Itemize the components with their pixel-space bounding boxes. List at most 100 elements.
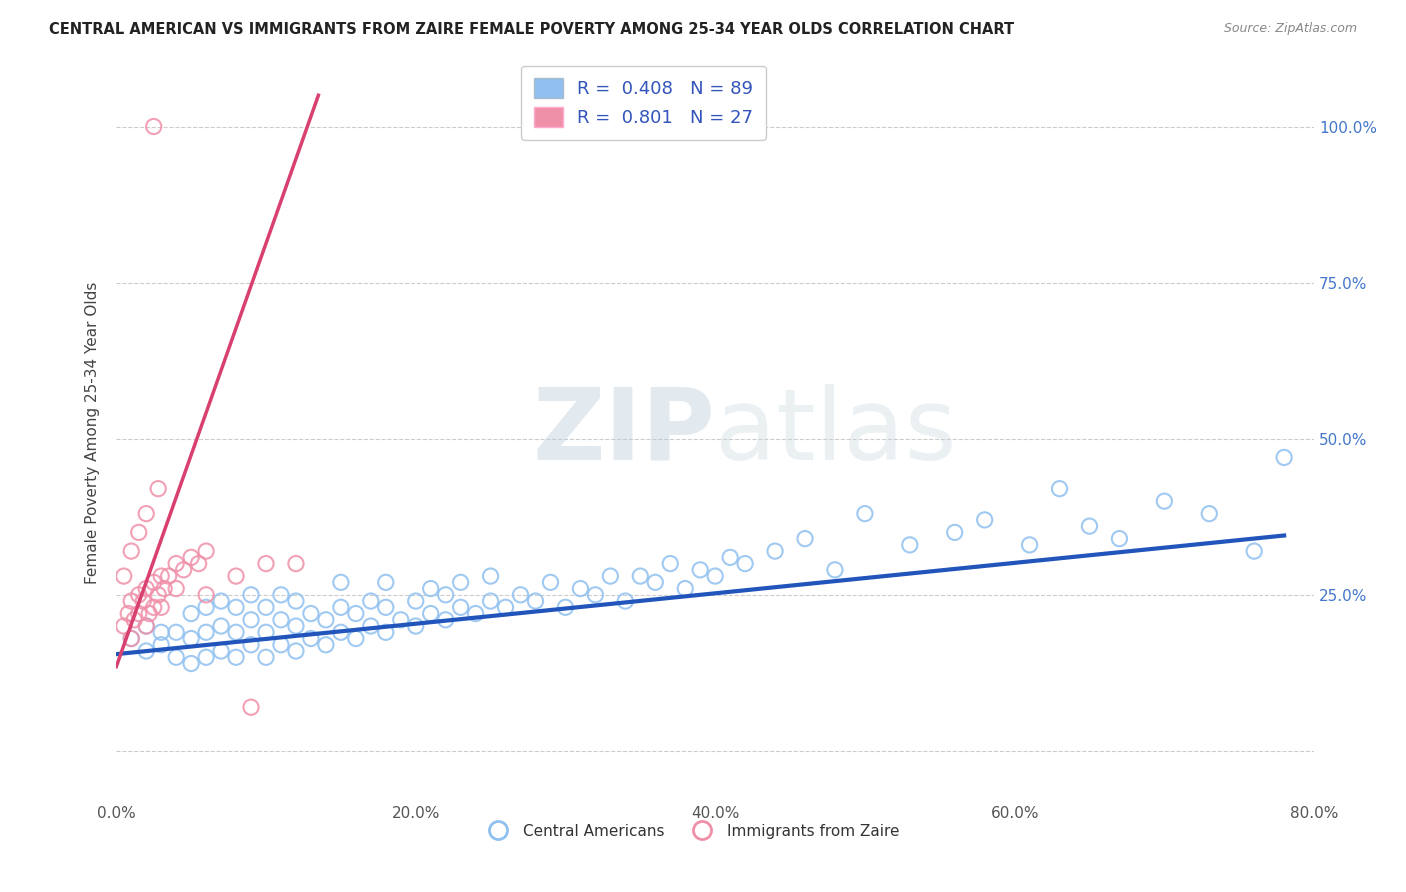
Point [120, 632, 142, 646]
Point [173, 563, 195, 577]
Text: ZIP: ZIP [533, 384, 716, 481]
Point [284, 594, 307, 608]
Legend: Central Americans, Immigrants from Zaire: Central Americans, Immigrants from Zaire [477, 818, 905, 845]
Point [240, 613, 263, 627]
Point [1272, 450, 1295, 465]
Point [150, 569, 173, 583]
Point [718, 550, 741, 565]
Point [704, 569, 727, 583]
Point [135, 582, 157, 596]
Point [1243, 544, 1265, 558]
Point [157, 569, 180, 583]
Point [225, 650, 247, 665]
Point [628, 569, 651, 583]
Point [120, 544, 142, 558]
Point [135, 619, 157, 633]
Point [148, 482, 170, 496]
Point [284, 644, 307, 658]
Point [824, 563, 846, 577]
Point [135, 507, 157, 521]
Point [120, 594, 142, 608]
Point [299, 607, 322, 621]
Point [1153, 494, 1175, 508]
Point [254, 600, 277, 615]
Point [180, 632, 202, 646]
Point [165, 650, 187, 665]
Point [315, 638, 337, 652]
Point [270, 588, 292, 602]
Point [329, 600, 352, 615]
Point [419, 582, 441, 596]
Point [479, 569, 502, 583]
Point [209, 644, 232, 658]
Point [142, 120, 165, 134]
Point [1049, 482, 1071, 496]
Point [254, 650, 277, 665]
Point [374, 625, 396, 640]
Point [284, 557, 307, 571]
Point [254, 625, 277, 640]
Point [284, 619, 307, 633]
Point [195, 600, 218, 615]
Point [180, 607, 202, 621]
Text: atlas: atlas [716, 384, 957, 481]
Point [344, 607, 367, 621]
Point [128, 525, 150, 540]
Point [434, 613, 457, 627]
Point [209, 619, 232, 633]
Point [240, 638, 263, 652]
Point [689, 563, 711, 577]
Point [209, 594, 232, 608]
Point [898, 538, 921, 552]
Point [112, 619, 135, 633]
Point [1018, 538, 1040, 552]
Point [464, 607, 486, 621]
Point [150, 600, 173, 615]
Point [495, 600, 517, 615]
Point [120, 632, 142, 646]
Point [225, 569, 247, 583]
Point [132, 594, 155, 608]
Point [195, 588, 218, 602]
Point [150, 638, 173, 652]
Point [254, 557, 277, 571]
Point [450, 600, 472, 615]
Point [614, 594, 637, 608]
Point [405, 619, 427, 633]
Point [329, 575, 352, 590]
Point [270, 638, 292, 652]
Point [853, 507, 876, 521]
Point [122, 613, 145, 627]
Point [569, 582, 592, 596]
Point [360, 619, 382, 633]
Point [180, 657, 202, 671]
Point [128, 607, 150, 621]
Point [315, 613, 337, 627]
Point [419, 607, 441, 621]
Text: Source: ZipAtlas.com: Source: ZipAtlas.com [1223, 22, 1357, 36]
Point [165, 557, 187, 571]
Point [344, 632, 367, 646]
Point [1198, 507, 1220, 521]
Point [270, 613, 292, 627]
Point [117, 607, 139, 621]
Point [180, 550, 202, 565]
Text: CENTRAL AMERICAN VS IMMIGRANTS FROM ZAIRE FEMALE POVERTY AMONG 25-34 YEAR OLDS C: CENTRAL AMERICAN VS IMMIGRANTS FROM ZAIR… [49, 22, 1014, 37]
Point [225, 600, 247, 615]
Point [1078, 519, 1101, 533]
Point [1108, 532, 1130, 546]
Point [195, 650, 218, 665]
Point [299, 632, 322, 646]
Point [389, 613, 412, 627]
Point [524, 594, 547, 608]
Point [673, 582, 696, 596]
Point [374, 600, 396, 615]
Point [240, 700, 263, 714]
Point [943, 525, 966, 540]
Point [187, 557, 209, 571]
Y-axis label: Female Poverty Among 25-34 Year Olds: Female Poverty Among 25-34 Year Olds [86, 281, 100, 583]
Point [540, 575, 562, 590]
Point [659, 557, 682, 571]
Point [165, 625, 187, 640]
Point [138, 607, 160, 621]
